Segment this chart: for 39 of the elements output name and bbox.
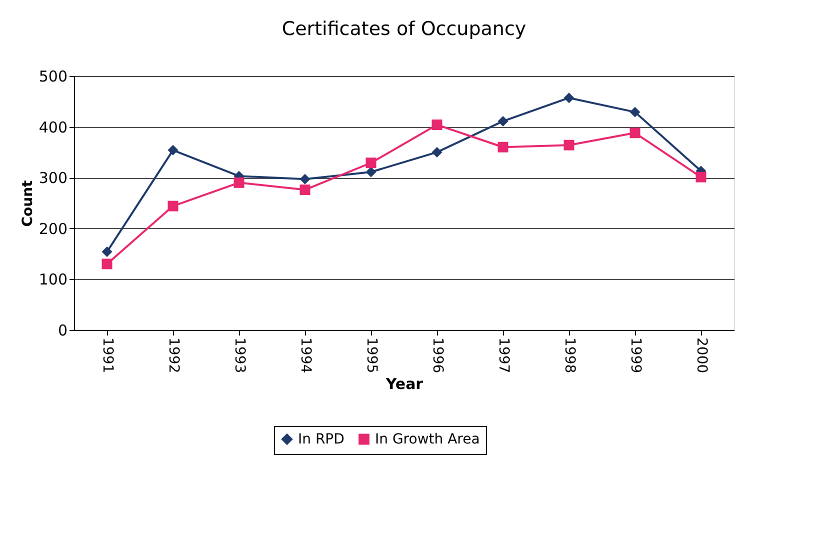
point xyxy=(696,172,706,182)
x-axis-title: Year xyxy=(384,375,424,394)
point xyxy=(498,142,508,152)
y-axis-title: Count xyxy=(20,180,36,227)
x-tick-label: 1999 xyxy=(628,338,644,374)
y-tick-label: 500 xyxy=(38,68,68,86)
point xyxy=(102,246,112,258)
x-tick-label: 1996 xyxy=(430,338,446,374)
point xyxy=(366,158,376,168)
point xyxy=(300,174,310,184)
x-tick-label: 1993 xyxy=(232,338,248,374)
x-tick-label: 1994 xyxy=(298,338,314,374)
x-tick-label: 1991 xyxy=(100,338,116,374)
point xyxy=(564,92,574,104)
legend-label: In Growth Area xyxy=(375,431,480,448)
x-tick-label: 2000 xyxy=(694,338,710,374)
y-tick-label: 100 xyxy=(38,270,68,289)
point xyxy=(630,128,640,138)
point xyxy=(234,177,244,188)
point xyxy=(168,144,178,156)
point xyxy=(432,146,442,158)
point xyxy=(168,200,178,212)
y-tick-label: 200 xyxy=(38,220,68,238)
point xyxy=(498,116,508,126)
x-tick-label: 1997 xyxy=(496,338,512,374)
x-tick-label: 1998 xyxy=(562,338,578,374)
legend-label: In RPD xyxy=(298,431,344,448)
point xyxy=(630,106,640,118)
y-tick-label: 400 xyxy=(38,118,68,136)
point xyxy=(366,166,376,178)
x-tick-label: 1992 xyxy=(166,338,182,374)
x-tick-label: 1995 xyxy=(364,338,380,374)
point xyxy=(300,184,310,196)
chart-title: Certificates of Occupancy xyxy=(282,18,526,40)
y-tick-label: 300 xyxy=(38,169,68,188)
point xyxy=(432,120,442,130)
y-tick-label: 0 xyxy=(58,322,68,340)
point xyxy=(102,258,112,270)
point xyxy=(564,140,574,150)
